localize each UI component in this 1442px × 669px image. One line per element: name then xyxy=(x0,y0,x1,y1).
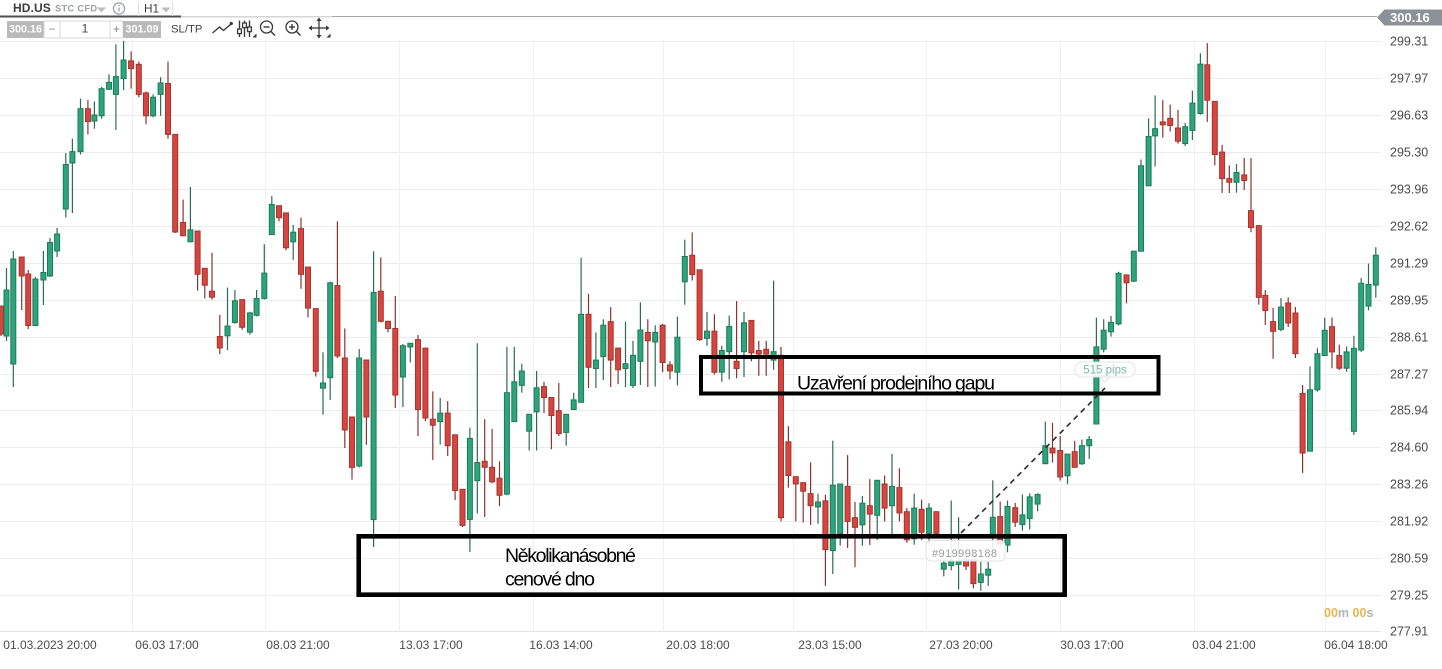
svg-text:280.59: 280.59 xyxy=(1390,552,1428,566)
svg-text:293.96: 293.96 xyxy=(1390,183,1428,197)
svg-text:Několikanásobné: Několikanásobné xyxy=(505,545,636,567)
svg-text:1: 1 xyxy=(82,22,89,36)
svg-text:299.31: 299.31 xyxy=(1390,35,1428,49)
svg-text:03.04 21:00: 03.04 21:00 xyxy=(1192,638,1256,652)
svg-text:283.26: 283.26 xyxy=(1390,478,1428,492)
svg-text:515 pips: 515 pips xyxy=(1083,365,1127,377)
svg-text:279.25: 279.25 xyxy=(1390,589,1428,603)
svg-text:00m 00s: 00m 00s xyxy=(1324,606,1373,620)
svg-text:SL/TP: SL/TP xyxy=(171,24,202,36)
svg-text:277.91: 277.91 xyxy=(1390,625,1428,639)
svg-text:300.16: 300.16 xyxy=(1390,10,1430,25)
svg-text:H1: H1 xyxy=(144,2,159,16)
svg-text:292.62: 292.62 xyxy=(1390,220,1428,234)
svg-text:+: + xyxy=(113,22,120,36)
svg-text:291.29: 291.29 xyxy=(1390,257,1428,271)
svg-text:06.03 17:00: 06.03 17:00 xyxy=(135,638,199,652)
svg-text:288.61: 288.61 xyxy=(1390,331,1428,345)
svg-text:HD.US: HD.US xyxy=(13,1,51,15)
svg-text:296.63: 296.63 xyxy=(1390,109,1428,123)
svg-text:06.04 18:00: 06.04 18:00 xyxy=(1324,638,1388,652)
svg-text:01.03.2023 20:00: 01.03.2023 20:00 xyxy=(3,638,97,652)
svg-text:281.92: 281.92 xyxy=(1390,515,1428,529)
svg-text:300.16: 300.16 xyxy=(9,24,42,36)
svg-text:297.97: 297.97 xyxy=(1390,72,1428,86)
svg-text:STC CFD: STC CFD xyxy=(55,4,97,14)
svg-text:285.94: 285.94 xyxy=(1390,404,1428,418)
svg-text:301.09: 301.09 xyxy=(125,24,158,36)
svg-text:295.30: 295.30 xyxy=(1390,146,1428,160)
svg-text:cenové dno: cenové dno xyxy=(505,569,595,591)
svg-text:284.60: 284.60 xyxy=(1390,441,1428,455)
svg-text:−: − xyxy=(48,22,55,36)
svg-text:30.03 17:00: 30.03 17:00 xyxy=(1060,638,1124,652)
svg-text:Uzavření prodejního gapu: Uzavření prodejního gapu xyxy=(797,373,995,395)
svg-text:289.95: 289.95 xyxy=(1390,294,1428,308)
svg-text:08.03 21:00: 08.03 21:00 xyxy=(266,638,330,652)
svg-text:13.03 17:00: 13.03 17:00 xyxy=(399,638,463,652)
svg-text:#919998188: #919998188 xyxy=(932,548,997,560)
svg-text:287.27: 287.27 xyxy=(1390,368,1428,382)
svg-text:23.03 15:00: 23.03 15:00 xyxy=(798,638,862,652)
svg-text:16.03 14:00: 16.03 14:00 xyxy=(529,638,593,652)
svg-text:20.03 18:00: 20.03 18:00 xyxy=(666,638,730,652)
svg-text:27.03 20:00: 27.03 20:00 xyxy=(929,638,993,652)
